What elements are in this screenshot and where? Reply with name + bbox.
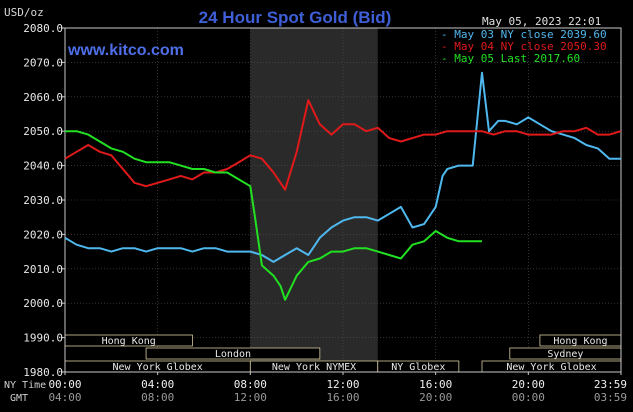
session-label: New York NYMEX <box>272 362 356 373</box>
x-tick-label-ny: 20:00 <box>512 378 545 391</box>
session-label: New York Globex <box>506 362 596 373</box>
session-label: Hong Kong <box>553 336 607 347</box>
y-tick-label: 2080.0 <box>23 22 63 35</box>
session-label: Hong Kong <box>102 336 156 347</box>
y-tick-label: 2010.0 <box>23 263 63 276</box>
series-line-0 <box>64 71 621 263</box>
x-tick-label-gmt: 03:59 <box>594 391 627 404</box>
x-tick-label-gmt: 16:00 <box>326 391 359 404</box>
x-tick-label-gmt: 08:00 <box>141 391 174 404</box>
session-label: Sydney <box>547 349 583 360</box>
x-tick-label-gmt: 04:00 <box>48 391 81 404</box>
price-series <box>64 71 622 301</box>
series-line-1 <box>64 99 622 191</box>
x-tick-label-gmt: 12:00 <box>234 391 267 404</box>
x-axis: 00:0004:0004:0008:0008:0012:0012:0016:00… <box>48 372 627 404</box>
gmt-label: GMT <box>10 393 28 404</box>
y-tick-label: 2030.0 <box>23 194 63 207</box>
y-tick-label: 2050.0 <box>23 125 63 138</box>
x-tick-label-ny: 16:00 <box>419 378 452 391</box>
market-sessions: Hong Kong Hong Kong London Sydney New York G… <box>64 334 622 373</box>
y-tick-label: 2060.0 <box>23 91 63 104</box>
session-label: NY Globex <box>391 362 445 373</box>
session-box <box>145 347 321 360</box>
legend-entry: - May 03 NY close 2039.60 <box>441 28 607 41</box>
ny-time-label: NY Time <box>4 380 46 391</box>
x-tick-label-gmt: 20:00 <box>419 391 452 404</box>
legend: - May 03 NY close 2039.60- May 04 NY clo… <box>441 28 607 65</box>
legend-entry: - May 05 Last 2017.60 <box>441 52 580 65</box>
y-axis-unit-label: USD/oz <box>4 6 44 19</box>
y-axis: 2080.0 2070.0 2060.0 2050.0 2040.0 2030.0 2020… <box>23 22 65 379</box>
y-tick-label: 1980.0 <box>23 366 63 379</box>
chart-timestamp: May 05, 2023 22:01 <box>482 15 601 28</box>
x-tick-label-ny: 08:00 <box>234 378 267 391</box>
x-tick-label-ny: 04:00 <box>141 378 174 391</box>
y-tick-label: 2040.0 <box>23 160 63 173</box>
x-tick-label-ny: 12:00 <box>326 378 359 391</box>
chart-title: 24 Hour Spot Gold (Bid) <box>199 8 392 27</box>
session-label: London <box>215 349 251 360</box>
y-tick-label: 2000.0 <box>23 297 63 310</box>
y-tick-label: 1990.0 <box>23 332 63 345</box>
series-line-2 <box>65 130 482 301</box>
site-watermark[interactable]: www.kitco.com <box>67 42 184 59</box>
legend-entry: - May 04 NY close 2050.30 <box>441 40 607 53</box>
x-tick-label-ny: 23:59 <box>594 378 627 391</box>
x-tick-label-gmt: 00:00 <box>512 391 545 404</box>
y-tick-label: 2020.0 <box>23 228 63 241</box>
x-tick-label-ny: 00:00 <box>48 378 81 391</box>
session-label: New York Globex <box>113 362 203 373</box>
y-tick-label: 2070.0 <box>23 56 63 69</box>
